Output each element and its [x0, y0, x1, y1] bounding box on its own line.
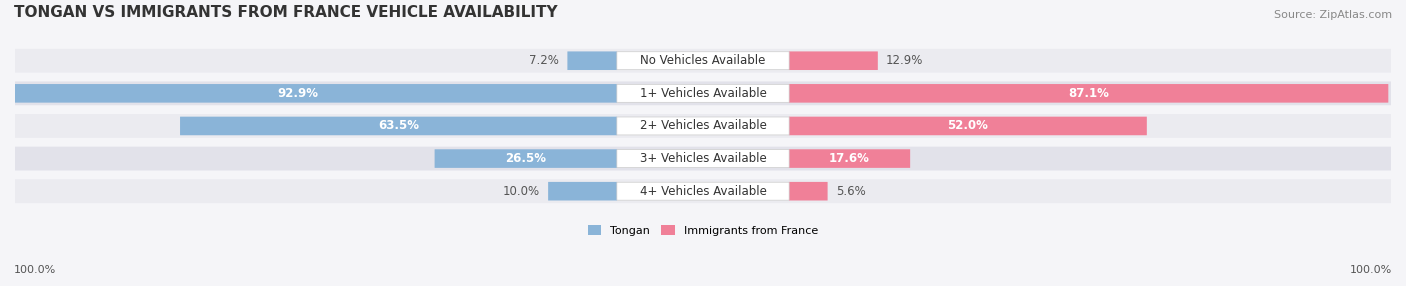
FancyBboxPatch shape [617, 150, 789, 168]
FancyBboxPatch shape [15, 179, 1391, 203]
Text: Source: ZipAtlas.com: Source: ZipAtlas.com [1274, 10, 1392, 20]
Text: 63.5%: 63.5% [378, 120, 419, 132]
Text: 52.0%: 52.0% [948, 120, 988, 132]
FancyBboxPatch shape [15, 147, 1391, 170]
Text: 1+ Vehicles Available: 1+ Vehicles Available [640, 87, 766, 100]
FancyBboxPatch shape [15, 82, 1391, 105]
FancyBboxPatch shape [0, 84, 617, 103]
FancyBboxPatch shape [789, 84, 1388, 103]
FancyBboxPatch shape [548, 182, 617, 200]
FancyBboxPatch shape [15, 114, 1391, 138]
Text: 4+ Vehicles Available: 4+ Vehicles Available [640, 185, 766, 198]
Text: 5.6%: 5.6% [835, 185, 866, 198]
Text: 26.5%: 26.5% [505, 152, 547, 165]
FancyBboxPatch shape [789, 149, 910, 168]
FancyBboxPatch shape [617, 52, 789, 70]
FancyBboxPatch shape [15, 49, 1391, 73]
Text: 92.9%: 92.9% [277, 87, 318, 100]
FancyBboxPatch shape [568, 51, 617, 70]
Text: 7.2%: 7.2% [529, 54, 560, 67]
Text: 2+ Vehicles Available: 2+ Vehicles Available [640, 120, 766, 132]
FancyBboxPatch shape [789, 117, 1147, 135]
Legend: Tongan, Immigrants from France: Tongan, Immigrants from France [583, 221, 823, 240]
Text: 100.0%: 100.0% [1350, 265, 1392, 275]
FancyBboxPatch shape [180, 117, 617, 135]
Text: 12.9%: 12.9% [886, 54, 924, 67]
FancyBboxPatch shape [789, 51, 877, 70]
Text: 87.1%: 87.1% [1069, 87, 1109, 100]
Text: 100.0%: 100.0% [14, 265, 56, 275]
FancyBboxPatch shape [789, 182, 828, 200]
FancyBboxPatch shape [617, 117, 789, 135]
FancyBboxPatch shape [617, 182, 789, 200]
Text: 3+ Vehicles Available: 3+ Vehicles Available [640, 152, 766, 165]
Text: 10.0%: 10.0% [503, 185, 540, 198]
FancyBboxPatch shape [434, 149, 617, 168]
Text: No Vehicles Available: No Vehicles Available [640, 54, 766, 67]
Text: 17.6%: 17.6% [830, 152, 870, 165]
Text: TONGAN VS IMMIGRANTS FROM FRANCE VEHICLE AVAILABILITY: TONGAN VS IMMIGRANTS FROM FRANCE VEHICLE… [14, 5, 558, 20]
FancyBboxPatch shape [617, 84, 789, 102]
